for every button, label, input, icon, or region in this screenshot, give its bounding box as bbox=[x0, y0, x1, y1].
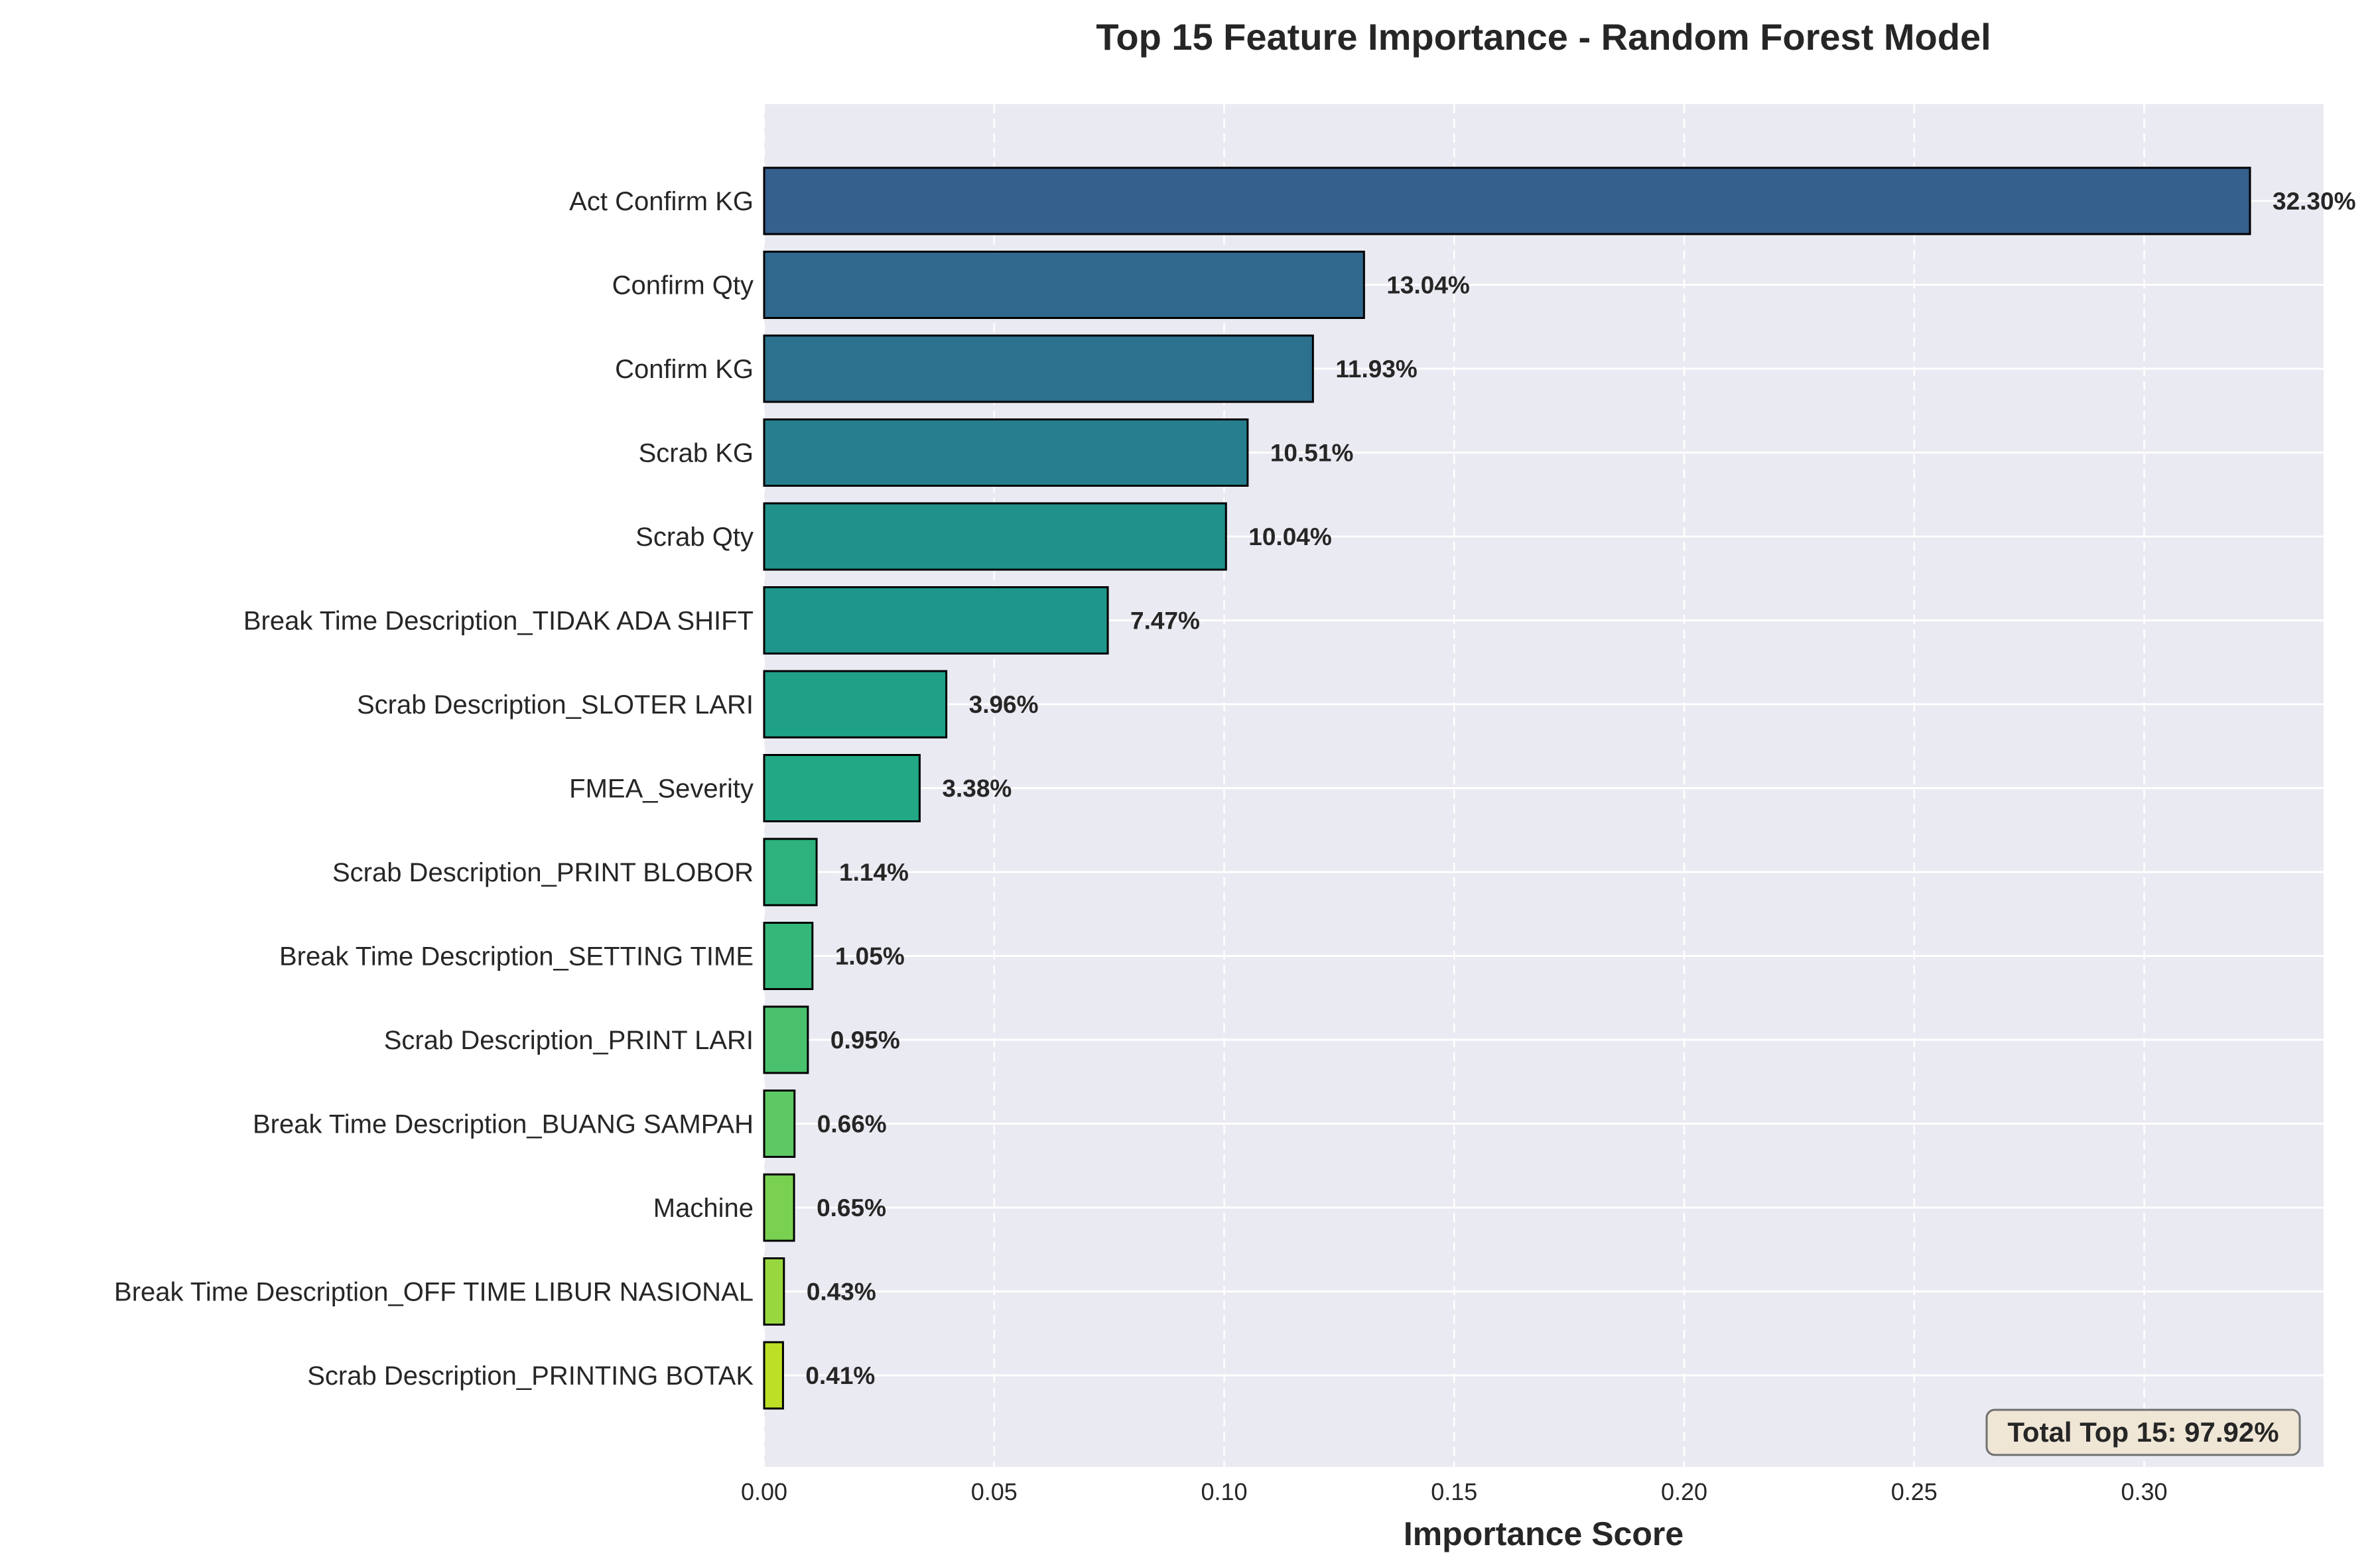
x-tick-label: 0.20 bbox=[1661, 1478, 1707, 1505]
bar bbox=[763, 1341, 784, 1410]
x-axis-label: Importance Score bbox=[1404, 1515, 1684, 1552]
bar-value-label: 10.51% bbox=[1270, 440, 1354, 467]
y-tick-label: Machine bbox=[653, 1194, 754, 1223]
y-tick-label: Scrab Description_PRINTING BOTAK bbox=[307, 1361, 754, 1391]
bar bbox=[763, 754, 921, 822]
bars bbox=[763, 166, 2251, 1410]
x-tick-label: 0.30 bbox=[2121, 1478, 2167, 1505]
bar bbox=[763, 922, 814, 990]
bar-value-label: 32.30% bbox=[2273, 188, 2356, 215]
bar-value-label: 0.41% bbox=[805, 1362, 875, 1389]
bar bbox=[763, 838, 818, 907]
y-tick-label: Scrab Description_PRINT LARI bbox=[384, 1026, 754, 1055]
annotation-background bbox=[1985, 1409, 2301, 1456]
y-tick-label: Break Time Description_TIDAK ADA SHIFT bbox=[243, 607, 754, 636]
bar-value-label: 3.96% bbox=[969, 691, 1039, 718]
x-tick-label: 0.25 bbox=[1891, 1478, 1938, 1505]
bar bbox=[763, 1090, 796, 1158]
y-tick-label: Confirm KG bbox=[615, 355, 754, 384]
bar bbox=[763, 251, 1365, 319]
bar-value-label: 11.93% bbox=[1335, 355, 1417, 383]
bar bbox=[763, 334, 1314, 403]
bar-value-label: 0.43% bbox=[807, 1279, 876, 1306]
y-tick-label: Scrab KG bbox=[639, 439, 754, 468]
bar bbox=[763, 670, 948, 739]
bar-value-label: 7.47% bbox=[1130, 607, 1200, 635]
x-tick-label: 0.05 bbox=[971, 1478, 1018, 1505]
y-axis-tick-labels: Act Confirm KG Confirm Qty Confirm KG Scrab… bbox=[114, 187, 754, 1391]
bar-value-label: 1.14% bbox=[839, 859, 909, 886]
bar-value-labels: 32.30% 13.04% 11.93% 10.51% 10.04% 7.47% 3.96%… bbox=[805, 188, 2355, 1389]
bar-value-label: 0.95% bbox=[830, 1027, 900, 1054]
x-axis-tick-labels: 0.00 0.05 0.10 0.15 0.20 0.25 0.30 bbox=[741, 1478, 2168, 1505]
bar bbox=[763, 166, 2251, 235]
bar bbox=[763, 1257, 785, 1326]
y-tick-label: Break Time Description_BUANG SAMPAH bbox=[253, 1110, 754, 1139]
bar-value-label: 10.04% bbox=[1248, 523, 1332, 550]
y-tick-label: Scrab Qty bbox=[635, 523, 754, 552]
y-tick-label: Act Confirm KG bbox=[569, 187, 754, 216]
bar bbox=[763, 502, 1227, 571]
x-tick-label: 0.00 bbox=[741, 1478, 787, 1505]
bar-value-label: 1.05% bbox=[835, 943, 905, 970]
bar bbox=[763, 418, 1249, 487]
plot-background bbox=[764, 104, 2324, 1467]
bar-value-label: 3.38% bbox=[942, 775, 1012, 802]
bar-value-label: 0.65% bbox=[817, 1194, 886, 1222]
y-tick-label: Break Time Description_SETTING TIME bbox=[279, 942, 754, 972]
bar-value-label: 13.04% bbox=[1386, 272, 1470, 299]
bar bbox=[763, 1005, 809, 1074]
x-tick-label: 0.15 bbox=[1431, 1478, 1477, 1505]
x-tick-label: 0.10 bbox=[1201, 1478, 1247, 1505]
total-annotation-box: Total Top 15: 97.92% bbox=[1985, 1409, 2301, 1456]
chart-title: Top 15 Feature Importance - Random Fores… bbox=[1096, 16, 1991, 58]
bar-value-label: 0.66% bbox=[817, 1111, 887, 1138]
y-tick-label: Break Time Description_OFF TIME LIBUR NA… bbox=[114, 1278, 754, 1307]
y-tick-label: Confirm Qty bbox=[612, 271, 754, 300]
y-tick-label: Scrab Description_PRINT BLOBOR bbox=[332, 858, 754, 887]
annotation-text: Total Top 15: 97.92% bbox=[2007, 1416, 2279, 1448]
bar bbox=[763, 586, 1109, 655]
y-tick-label: FMEA_Severity bbox=[569, 775, 754, 804]
bar bbox=[763, 1173, 795, 1242]
y-tick-label: Scrab Description_SLOTER LARI bbox=[357, 690, 754, 720]
